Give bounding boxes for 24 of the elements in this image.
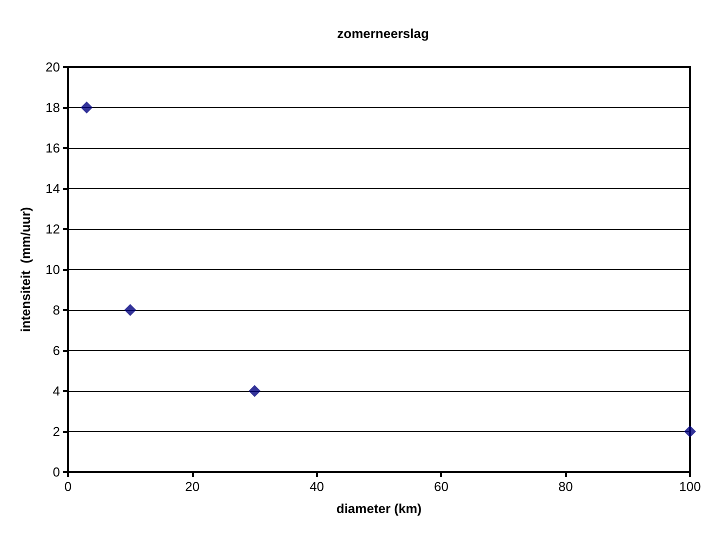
y-tick-label: 6: [52, 343, 60, 358]
x-tick-label: 80: [558, 479, 573, 494]
y-tick-label: 20: [46, 60, 60, 74]
x-tick-label: 60: [434, 479, 448, 494]
y-tick-label: 12: [46, 222, 60, 236]
y-tick-label: 10: [46, 262, 60, 277]
y-tick-label: 0: [52, 464, 60, 480]
x-tick-label: 0: [64, 479, 72, 494]
x-tick-label: 100: [679, 479, 701, 494]
y-tick-label: 18: [46, 100, 60, 115]
x-tick-label: 40: [310, 479, 324, 494]
x-axis-title: diameter (km): [336, 501, 422, 516]
point: [684, 426, 696, 438]
y-tick-label: 8: [52, 302, 60, 318]
x-tick-label: 20: [185, 479, 200, 494]
y-tick-label: 16: [46, 140, 60, 156]
y-tick-label: 14: [46, 181, 60, 196]
point: [124, 304, 136, 316]
chart-title: zomerneerslag: [337, 26, 429, 41]
y-tick-label: 2: [52, 424, 60, 439]
y-tick-label: 4: [52, 384, 60, 398]
y-axis-title: intensiteit (mm/uur): [18, 207, 33, 332]
point: [248, 385, 261, 397]
point: [80, 102, 93, 114]
